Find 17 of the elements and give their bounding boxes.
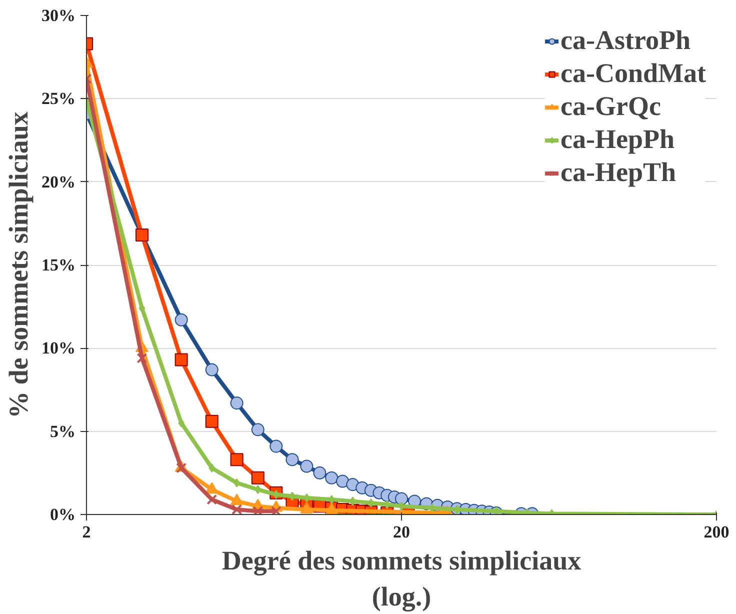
- y-tick-label: 5%: [50, 422, 76, 441]
- x-tick-label: 2: [82, 522, 91, 542]
- y-tick-label: 30%: [42, 6, 76, 25]
- x-tick-label: 20: [393, 522, 410, 542]
- legend-label: ca-HepPh: [560, 124, 675, 155]
- y-tick-label: 20%: [42, 172, 76, 192]
- legend-label: ca-CondMat: [560, 58, 706, 89]
- y-tick-label: 15%: [42, 256, 76, 274]
- legend-label: ca-HepTh: [560, 157, 676, 188]
- y-axis-title: % de sommets simpliciaux: [4, 111, 34, 418]
- x-tick-label: 200: [704, 522, 730, 542]
- legend-label: ca-GrQc: [560, 91, 661, 122]
- y-tick-label: 0%: [50, 505, 76, 524]
- y-tick-label: 25%: [42, 89, 76, 108]
- x-axis-title: Degré des sommets simpliciaux (log.): [222, 546, 582, 612]
- legend-label: ca-AstroPh: [560, 25, 690, 56]
- y-tick-label: 10%: [42, 338, 76, 358]
